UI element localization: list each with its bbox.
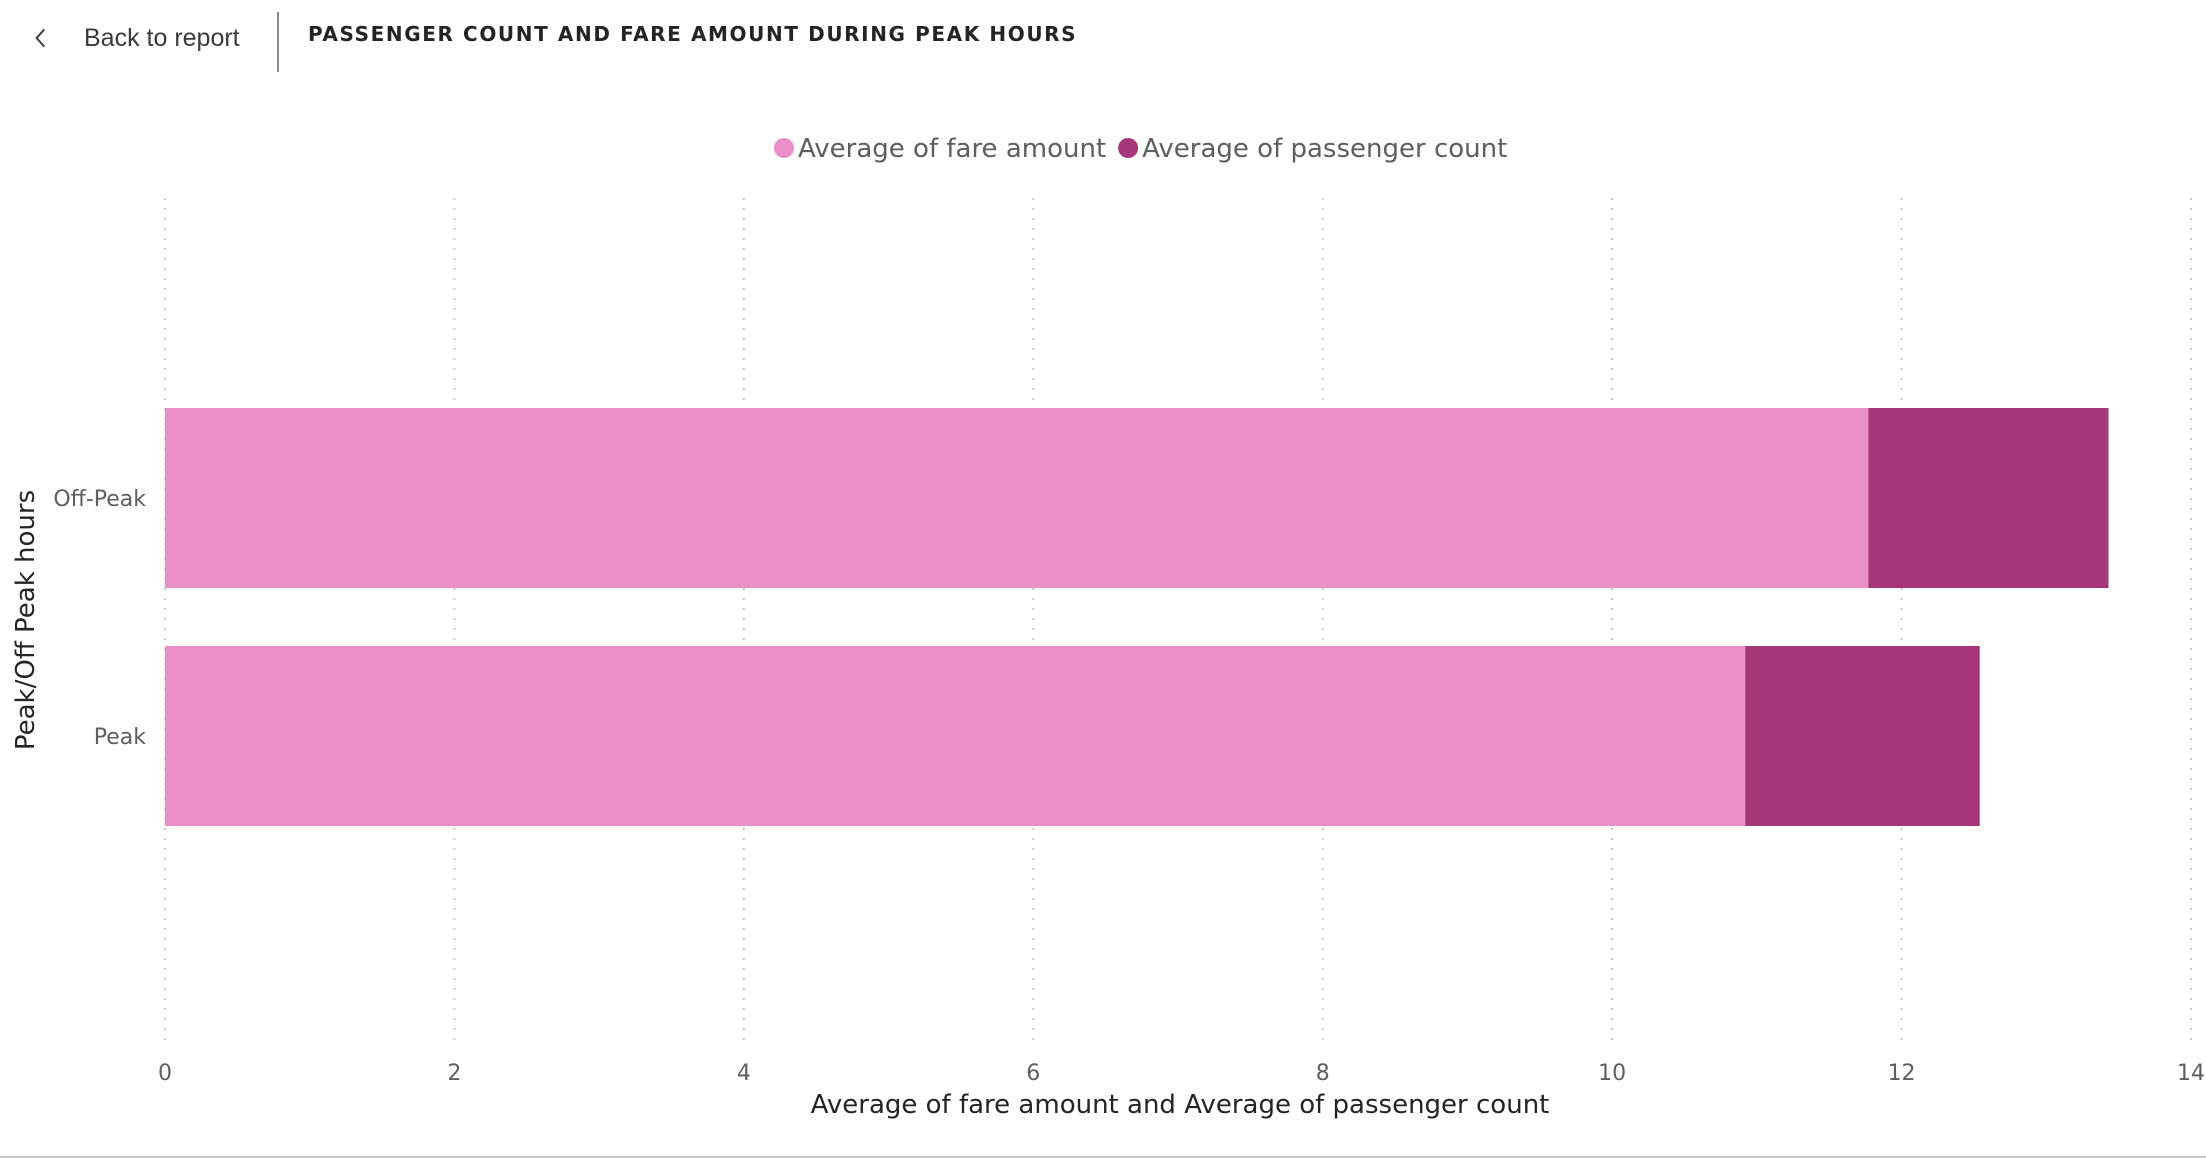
x-axis-label: Average of fare amount and Average of pa… — [811, 1090, 1550, 1120]
y-category-label-1: Peak — [94, 725, 146, 750]
x-axis-ticks: 0 2 4 6 8 10 12 14 — [158, 1061, 2205, 1086]
legend-marker-0 — [774, 138, 794, 158]
chart-gridlines — [164, 198, 2192, 1045]
x-tick-label-5: 10 — [1598, 1061, 1626, 1086]
x-tick-label-7: 14 — [2177, 1061, 2205, 1086]
bar-peak-passenger[interactable] — [1745, 646, 1980, 826]
bar-off-peak-fare[interactable] — [165, 408, 1869, 588]
page-title: PASSENGER COUNT AND FARE AMOUNT DURING P… — [308, 22, 1078, 46]
legend-marker-1 — [1118, 138, 1139, 158]
chart-bars — [165, 408, 2109, 826]
bar-peak-fare[interactable] — [165, 646, 1746, 826]
bar-off-peak-passenger[interactable] — [1868, 408, 2109, 588]
x-tick-label-2: 4 — [737, 1061, 751, 1086]
header: Back to report PASSENGER COUNT AND FARE … — [0, 0, 2206, 76]
chart-legend: Average of fare amount Average of passeng… — [774, 134, 1507, 164]
legend-label-0[interactable]: Average of fare amount — [798, 134, 1106, 164]
x-tick-label-0: 0 — [158, 1061, 172, 1086]
bottom-border — [0, 1156, 2206, 1158]
x-tick-label-3: 6 — [1026, 1061, 1040, 1086]
y-axis-label: Peak/Off Peak hours — [11, 490, 41, 750]
x-tick-label-1: 2 — [447, 1061, 461, 1086]
back-to-report-button[interactable]: Back to report — [28, 18, 240, 58]
header-divider — [277, 12, 279, 72]
x-tick-label-4: 8 — [1316, 1061, 1330, 1086]
y-axis-categories: Off-Peak Peak — [53, 487, 146, 750]
back-to-report-label: Back to report — [84, 23, 240, 52]
legend-label-1[interactable]: Average of passenger count — [1142, 134, 1507, 164]
chevron-left-icon — [35, 28, 45, 48]
y-category-label-0: Off-Peak — [53, 487, 146, 512]
x-tick-label-6: 12 — [1888, 1061, 1916, 1086]
